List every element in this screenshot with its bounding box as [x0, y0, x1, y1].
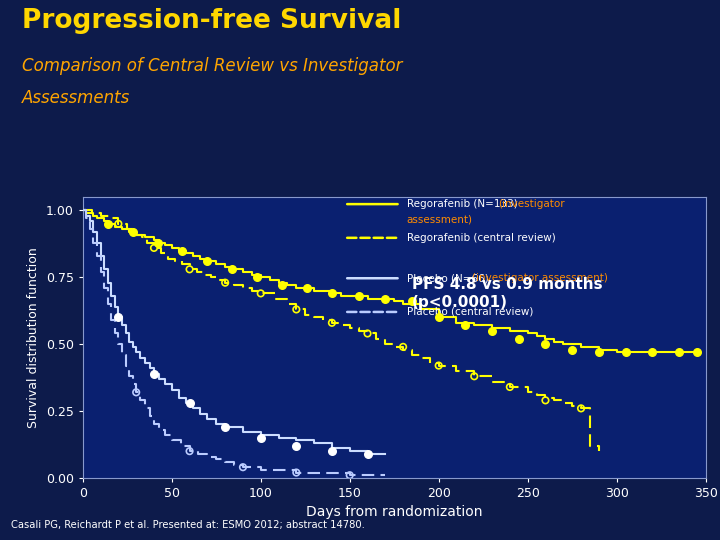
Point: [691, 348, 703, 356]
Point: [326, 289, 338, 298]
Text: Comparison of Central Review vs Investigator: Comparison of Central Review vs Investig…: [22, 57, 402, 75]
Point: [433, 361, 444, 370]
Point: [176, 246, 188, 255]
Point: [291, 468, 302, 477]
Point: [276, 281, 288, 289]
Point: [326, 447, 338, 455]
Point: [406, 297, 418, 306]
Point: [127, 227, 138, 236]
Point: [152, 238, 163, 247]
Point: [301, 284, 312, 292]
Point: [130, 388, 142, 397]
Point: [540, 340, 552, 348]
Point: [459, 321, 471, 330]
Text: Regorafenib (central review): Regorafenib (central review): [407, 233, 555, 243]
Text: (investigator: (investigator: [498, 199, 564, 209]
Point: [251, 273, 263, 282]
Point: [673, 348, 685, 356]
Point: [361, 449, 373, 458]
Point: [353, 292, 364, 300]
Text: Placebo (N=66): Placebo (N=66): [407, 273, 492, 284]
Point: [469, 372, 480, 381]
Point: [486, 327, 498, 335]
Point: [255, 434, 266, 442]
Text: (investigator assessment): (investigator assessment): [472, 273, 608, 284]
Point: [567, 345, 578, 354]
Point: [255, 289, 266, 298]
Text: PFS 4.8 vs 0.9 months
(p<0.0001): PFS 4.8 vs 0.9 months (p<0.0001): [412, 278, 603, 310]
Point: [112, 220, 124, 228]
Point: [326, 319, 338, 327]
Text: Assessments: Assessments: [22, 89, 130, 107]
Text: Regorafenib (N=133): Regorafenib (N=133): [407, 199, 524, 209]
Point: [433, 313, 444, 322]
Point: [291, 305, 302, 314]
Y-axis label: Survival distribution function: Survival distribution function: [27, 247, 40, 428]
Point: [220, 278, 231, 287]
Text: assessment): assessment): [407, 214, 472, 225]
Point: [647, 348, 658, 356]
Point: [291, 442, 302, 450]
Point: [593, 348, 605, 356]
Point: [202, 257, 213, 266]
X-axis label: Days from randomization: Days from randomization: [306, 505, 482, 519]
Point: [361, 329, 373, 338]
Point: [102, 220, 114, 228]
Point: [184, 265, 195, 274]
Point: [227, 265, 238, 274]
Point: [575, 404, 587, 413]
Point: [148, 369, 160, 378]
Point: [504, 383, 516, 391]
Point: [620, 348, 631, 356]
Point: [540, 396, 552, 404]
Point: [220, 423, 231, 431]
Text: Placebo (central review): Placebo (central review): [407, 307, 533, 317]
Point: [184, 399, 195, 407]
Point: [184, 447, 195, 455]
Point: [344, 471, 356, 480]
Text: Casali PG, Reichardt P et al. Presented at: ESMO 2012; abstract 14780.: Casali PG, Reichardt P et al. Presented …: [11, 520, 364, 530]
Point: [379, 294, 391, 303]
Point: [513, 334, 524, 343]
Text: Progression-free Survival: Progression-free Survival: [22, 8, 401, 34]
Point: [112, 313, 124, 322]
Point: [397, 342, 409, 351]
Point: [237, 463, 248, 471]
Point: [148, 244, 160, 252]
